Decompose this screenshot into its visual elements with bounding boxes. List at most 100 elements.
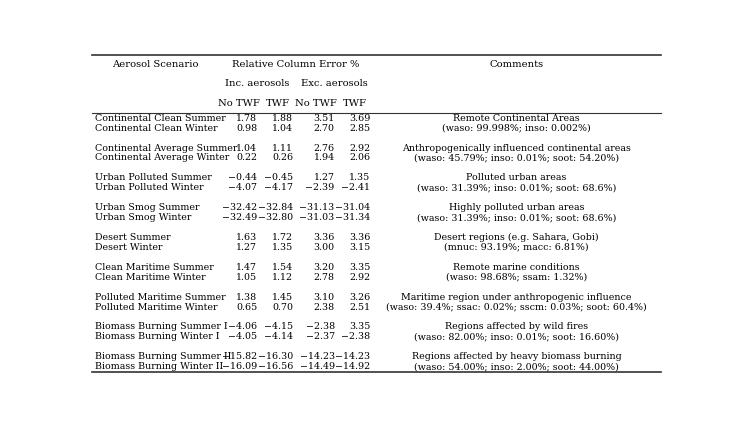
Text: −32.42: −32.42 [222,203,258,212]
Text: (waso: 31.39%; inso: 0.01%; soot: 68.6%): (waso: 31.39%; inso: 0.01%; soot: 68.6%) [417,213,617,222]
Text: Polluted Maritime Winter: Polluted Maritime Winter [95,303,218,311]
Text: Comments: Comments [490,60,544,69]
Text: 2.85: 2.85 [349,124,371,133]
Text: (waso: 45.79%; inso: 0.01%; soot: 54.20%): (waso: 45.79%; inso: 0.01%; soot: 54.20%… [414,154,619,162]
Text: Biomass Burning Summer I: Biomass Burning Summer I [95,322,228,331]
Text: 2.92: 2.92 [349,143,371,152]
Text: 1.27: 1.27 [236,243,258,252]
Text: 0.70: 0.70 [272,303,293,311]
Text: 1.45: 1.45 [272,292,293,302]
Text: Regions affected by heavy biomass burning: Regions affected by heavy biomass burnin… [412,352,622,361]
Text: 2.78: 2.78 [313,273,335,282]
Text: TWF: TWF [266,99,289,108]
Text: 1.35: 1.35 [349,173,371,182]
Text: −2.41: −2.41 [341,183,371,192]
Text: Desert Winter: Desert Winter [95,243,163,252]
Text: 1.88: 1.88 [272,114,293,123]
Text: TWF: TWF [343,99,367,108]
Text: 3.51: 3.51 [313,114,335,123]
Text: 3.35: 3.35 [349,322,371,331]
Text: −2.39: −2.39 [305,183,335,192]
Text: 1.05: 1.05 [236,273,258,282]
Text: Highly polluted urban areas: Highly polluted urban areas [449,203,584,212]
Text: 3.15: 3.15 [349,243,371,252]
Text: No TWF: No TWF [218,99,260,108]
Text: −2.38: −2.38 [305,322,335,331]
Text: Continental Clean Summer: Continental Clean Summer [95,114,226,123]
Text: 0.65: 0.65 [236,303,258,311]
Text: Desert regions (e.g. Sahara, Gobi): Desert regions (e.g. Sahara, Gobi) [435,233,599,242]
Text: Polluted Maritime Summer: Polluted Maritime Summer [95,292,226,302]
Text: 0.26: 0.26 [272,154,293,162]
Text: −14.92: −14.92 [335,362,371,371]
Text: −16.09: −16.09 [222,362,258,371]
Text: Urban Smog Winter: Urban Smog Winter [95,213,192,222]
Text: 1.63: 1.63 [236,233,258,242]
Text: −0.45: −0.45 [264,173,293,182]
Text: Aerosol Scenario: Aerosol Scenario [112,60,198,69]
Text: 3.10: 3.10 [313,292,335,302]
Text: (waso: 54.00%; inso: 2.00%; soot: 44.00%): (waso: 54.00%; inso: 2.00%; soot: 44.00%… [414,362,619,371]
Text: 1.12: 1.12 [272,273,293,282]
Text: −31.13: −31.13 [299,203,335,212]
Text: Continental Average Winter: Continental Average Winter [95,154,230,162]
Text: (waso: 31.39%; inso: 0.01%; soot: 68.6%): (waso: 31.39%; inso: 0.01%; soot: 68.6%) [417,183,617,192]
Text: −15.82: −15.82 [222,352,258,361]
Text: −0.44: −0.44 [228,173,258,182]
Text: 1.11: 1.11 [272,143,293,152]
Text: Inc. aerosols: Inc. aerosols [225,79,289,88]
Text: Maritime region under anthropogenic influence: Maritime region under anthropogenic infl… [401,292,632,302]
Text: Regions affected by wild fires: Regions affected by wild fires [445,322,588,331]
Text: Biomass Burning Summer II: Biomass Burning Summer II [95,352,231,361]
Text: −32.84: −32.84 [258,203,293,212]
Text: Polluted urban areas: Polluted urban areas [467,173,567,182]
Text: 2.06: 2.06 [349,154,371,162]
Text: Biomass Burning Winter II: Biomass Burning Winter II [95,362,223,371]
Text: Urban Polluted Summer: Urban Polluted Summer [95,173,212,182]
Text: 0.98: 0.98 [236,124,258,133]
Text: −14.23: −14.23 [335,352,371,361]
Text: (waso: 39.4%; ssac: 0.02%; sscm: 0.03%; soot: 60.4%): (waso: 39.4%; ssac: 0.02%; sscm: 0.03%; … [386,303,647,311]
Text: 0.22: 0.22 [236,154,258,162]
Text: −2.37: −2.37 [305,333,335,341]
Text: −4.05: −4.05 [228,333,258,341]
Text: −2.38: −2.38 [341,333,371,341]
Text: 1.78: 1.78 [236,114,258,123]
Text: Clean Maritime Summer: Clean Maritime Summer [95,263,214,272]
Text: Anthropogenically influenced continental areas: Anthropogenically influenced continental… [402,143,631,152]
Text: 3.20: 3.20 [313,263,335,272]
Text: −31.04: −31.04 [335,203,371,212]
Text: Clean Maritime Winter: Clean Maritime Winter [95,273,206,282]
Text: −4.15: −4.15 [264,322,293,331]
Text: 1.04: 1.04 [272,124,293,133]
Text: Biomass Burning Winter I: Biomass Burning Winter I [95,333,219,341]
Text: 1.04: 1.04 [236,143,258,152]
Text: 3.00: 3.00 [313,243,335,252]
Text: No TWF: No TWF [295,99,337,108]
Text: (waso: 98.68%; ssam: 1.32%): (waso: 98.68%; ssam: 1.32%) [446,273,587,282]
Text: 1.72: 1.72 [272,233,293,242]
Text: Urban Polluted Winter: Urban Polluted Winter [95,183,204,192]
Text: Relative Column Error %: Relative Column Error % [232,60,359,69]
Text: Continental Clean Winter: Continental Clean Winter [95,124,218,133]
Text: 1.35: 1.35 [272,243,293,252]
Text: 2.51: 2.51 [349,303,371,311]
Text: 2.76: 2.76 [313,143,335,152]
Text: 1.47: 1.47 [236,263,258,272]
Text: −16.30: −16.30 [258,352,293,361]
Text: (waso: 99.998%; inso: 0.002%): (waso: 99.998%; inso: 0.002%) [443,124,591,133]
Text: 1.94: 1.94 [313,154,335,162]
Text: (waso: 82.00%; inso: 0.01%; soot: 16.60%): (waso: 82.00%; inso: 0.01%; soot: 16.60%… [414,333,619,341]
Text: 3.36: 3.36 [313,233,335,242]
Text: Urban Smog Summer: Urban Smog Summer [95,203,200,212]
Text: −31.03: −31.03 [299,213,335,222]
Text: 2.38: 2.38 [313,303,335,311]
Text: 3.69: 3.69 [349,114,371,123]
Text: −31.34: −31.34 [335,213,371,222]
Text: Continental Average Summer: Continental Average Summer [95,143,238,152]
Text: 2.70: 2.70 [313,124,335,133]
Text: 3.26: 3.26 [349,292,371,302]
Text: −32.80: −32.80 [258,213,293,222]
Text: −4.06: −4.06 [228,322,258,331]
Text: 3.36: 3.36 [349,233,371,242]
